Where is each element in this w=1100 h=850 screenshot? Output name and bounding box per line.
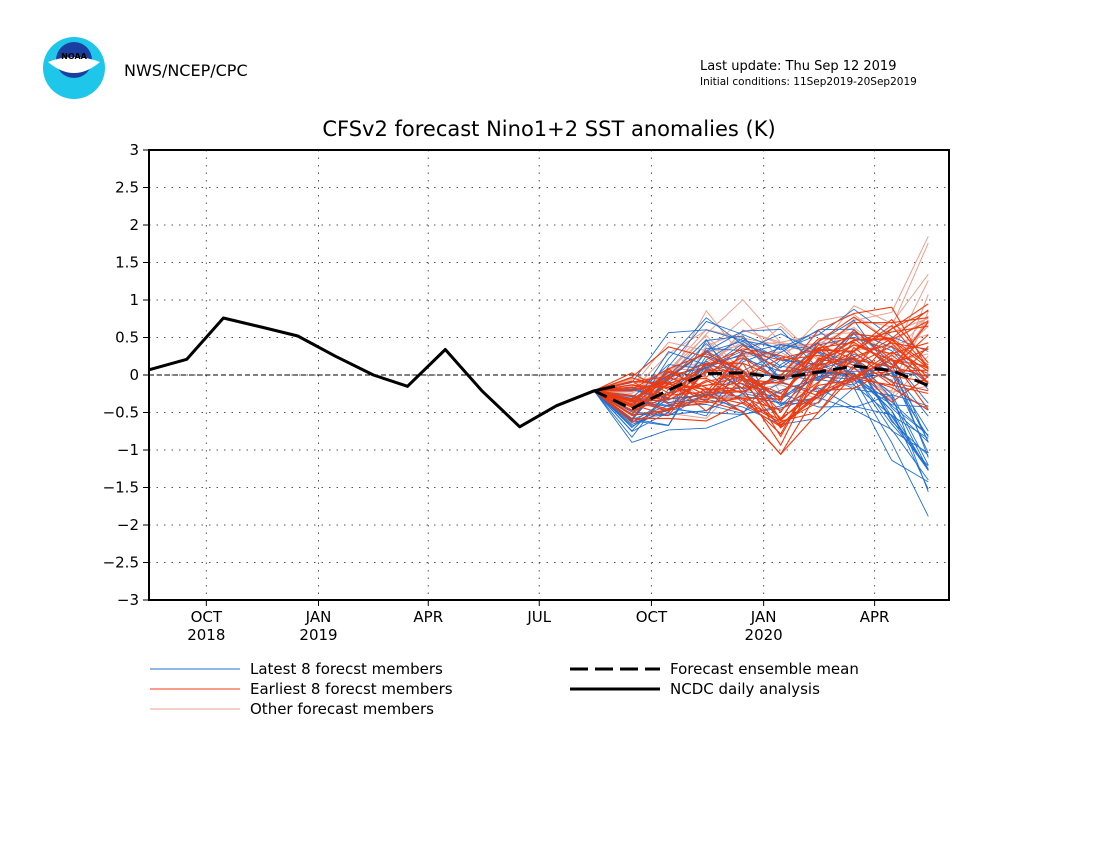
y-tick-label: 1: [129, 291, 139, 309]
initial-conditions: Initial conditions: 11Sep2019-20Sep2019: [700, 76, 917, 88]
earliest-member-line: [594, 342, 929, 421]
y-tick-label: −2: [117, 516, 139, 534]
y-tick-label: 2: [129, 216, 139, 234]
chart-title: CFSv2 forecast Nino1+2 SST anomalies (K): [322, 117, 775, 141]
legend-label-latest: Latest 8 forecst members: [250, 660, 443, 678]
earliest-member-line: [593, 318, 929, 424]
noaa-logo: NOAA: [43, 37, 105, 99]
y-tick-label: 0.5: [115, 329, 139, 347]
noaa-logo-bird: [48, 57, 100, 73]
plot-frame: [148, 149, 950, 601]
y-tick-label: 0: [129, 366, 139, 384]
latest-member-line: [594, 342, 929, 454]
ensemble-members: [593, 236, 929, 517]
earliest-member-line: [593, 358, 929, 427]
y-tick-label: −1: [117, 441, 139, 459]
y-tick-label: −1.5: [103, 479, 139, 497]
x-tick-sublabel: 2020: [745, 626, 783, 644]
ncdc-analysis-line: [148, 316, 616, 429]
latest-member-line: [594, 329, 929, 439]
legend-label-earliest: Earliest 8 forecst members: [250, 680, 453, 698]
earliest-member-line: [593, 339, 929, 429]
ensemble-mean-line: [593, 364, 929, 411]
x-tick-label: APR: [413, 608, 443, 626]
x-tick-label: APR: [860, 608, 890, 626]
x-tick-label: JAN: [750, 608, 777, 626]
legend-label-mean: Forecast ensemble mean: [670, 660, 859, 678]
earliest-member-line: [593, 310, 929, 415]
series-lines: [148, 316, 929, 429]
x-tick-label: JUL: [526, 608, 551, 626]
noaa-logo-text: NOAA: [61, 52, 87, 61]
x-tick-sublabel: 2019: [299, 626, 337, 644]
y-tick-label: −2.5: [103, 554, 139, 572]
latest-member-line: [593, 337, 929, 454]
y-tick-label: 1.5: [115, 254, 139, 272]
earliest-member-line: [593, 366, 929, 456]
earliest-member-line: [594, 329, 929, 392]
legend-label-other: Other forecast members: [250, 700, 434, 718]
legend-label-obs: NCDC daily analysis: [670, 680, 820, 698]
legend: Latest 8 forecst members Forecast ensembl…: [150, 660, 859, 718]
y-tick-label: −3: [117, 591, 139, 609]
latest-member-line: [593, 358, 929, 443]
earliest-member-line: [593, 348, 929, 392]
latest-member-line: [594, 336, 929, 399]
x-tick-label: OCT: [636, 608, 668, 626]
agency-label: NWS/NCEP/CPC: [124, 61, 248, 80]
x-tick-sublabel: 2018: [187, 626, 225, 644]
x-tick-label: JAN: [305, 608, 332, 626]
earliest-member-line: [593, 334, 929, 408]
latest-member-line: [593, 357, 929, 470]
y-tick-label: −0.5: [103, 404, 139, 422]
axes: 32.521.510.50−0.5−1−1.5−2−2.5−3OCT2018JA…: [103, 141, 890, 644]
last-update: Last update: Thu Sep 12 2019: [700, 59, 896, 74]
y-tick-label: 3: [129, 141, 139, 159]
x-tick-label: OCT: [191, 608, 223, 626]
y-tick-label: 2.5: [115, 179, 139, 197]
